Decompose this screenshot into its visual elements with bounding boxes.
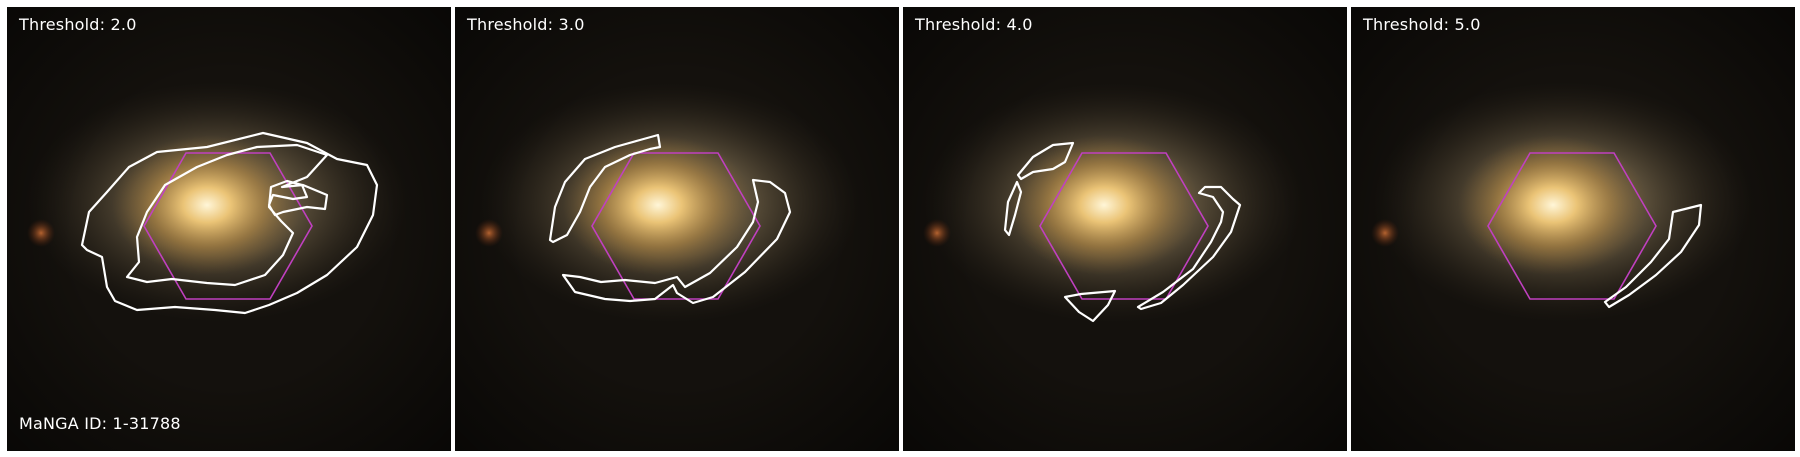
contour-upper-left (1016, 141, 1075, 181)
threshold-label: Threshold: 4.0 (915, 15, 1033, 34)
galaxy-image (455, 7, 899, 451)
panel-threshold-4: Threshold: 4.0 (903, 7, 1347, 451)
contour-upper-arm (548, 133, 662, 244)
panel-threshold-3: Threshold: 3.0 (455, 7, 899, 451)
threshold-label: Threshold: 2.0 (19, 15, 137, 34)
ifu-hexagon (143, 152, 313, 300)
contour-left (1003, 180, 1023, 237)
galaxy-id-label: MaNGA ID: 1-31788 (19, 414, 181, 433)
panel-threshold-5: Threshold: 5.0 (1351, 7, 1795, 451)
galaxy-image (903, 7, 1347, 451)
contour-right-arm (1603, 203, 1703, 309)
threshold-label: Threshold: 3.0 (467, 15, 585, 34)
contour-inner (125, 143, 329, 287)
threshold-label: Threshold: 5.0 (1363, 15, 1481, 34)
galaxy-image (1351, 7, 1795, 451)
contour-bottom-left (1063, 289, 1117, 323)
contour-right-arm (1136, 185, 1242, 311)
galaxy-image (7, 7, 451, 451)
ifu-hexagon (1487, 152, 1657, 300)
panel-threshold-2: Threshold: 2.0 MaNGA ID: 1-31788 (7, 7, 451, 451)
contour-outer (80, 131, 379, 315)
contour-lower-arm (561, 178, 792, 305)
ifu-hexagon (1039, 152, 1209, 300)
